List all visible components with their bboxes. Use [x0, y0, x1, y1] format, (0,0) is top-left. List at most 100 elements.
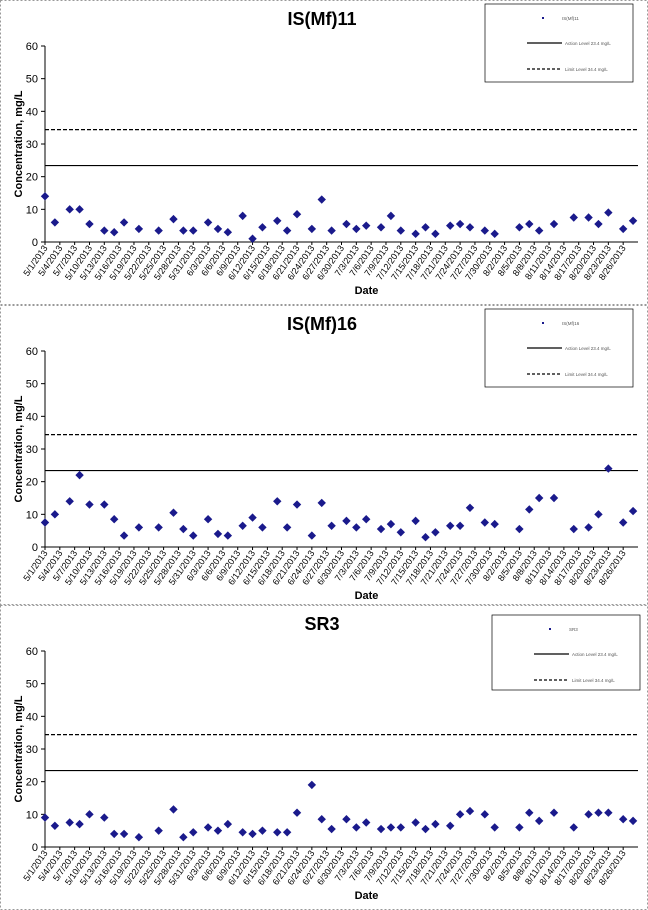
y-tick-label: 40 [26, 711, 38, 723]
data-point [282, 523, 292, 532]
data-point [549, 219, 559, 229]
data-point [549, 493, 559, 503]
legend-entry: Limit Level 34.4 mg/L [565, 372, 608, 377]
data-point [100, 226, 109, 235]
chart-title: SR3 [304, 614, 339, 634]
legend-entry: Action Level 23.4 mg/L [565, 346, 611, 351]
data-point [386, 823, 396, 832]
data-point [525, 808, 534, 817]
chart-panel: SR3 SR3 Action Level 23.4 mg/L Limit Level … [0, 605, 648, 910]
data-point [549, 808, 559, 817]
data-point [213, 529, 223, 539]
data-point [307, 224, 317, 234]
data-point [455, 521, 465, 530]
data-point [327, 226, 336, 235]
data-point [584, 213, 593, 222]
data-point [40, 518, 50, 527]
legend-entry: Limit Level 34.4 mg/L [565, 67, 608, 72]
data-point [50, 510, 60, 519]
data-point [273, 497, 282, 506]
data-point [342, 219, 351, 229]
data-point [446, 821, 455, 830]
data-point [628, 216, 638, 225]
y-axis-label: Concentration, mg/L [13, 395, 25, 502]
data-point [119, 218, 129, 227]
legend-entry: Action Level 23.4 mg/L [572, 652, 618, 657]
data-point [411, 516, 420, 526]
data-point [618, 815, 628, 824]
data-point [327, 521, 336, 530]
data-point [223, 531, 233, 540]
data-point [352, 224, 361, 234]
y-tick-label: 10 [26, 509, 38, 521]
y-tick-label: 50 [26, 74, 38, 86]
y-tick-label: 30 [26, 444, 38, 456]
data-point [238, 828, 247, 837]
data-point [154, 523, 163, 532]
data-point [248, 829, 257, 839]
data-point [352, 523, 361, 532]
data-point [189, 531, 198, 540]
data-point [189, 226, 198, 235]
data-point [490, 519, 499, 529]
data-point [273, 828, 282, 837]
data-point [362, 818, 371, 827]
data-point [134, 224, 144, 234]
x-axis-label: Date [355, 590, 379, 602]
data-point [258, 826, 267, 835]
data-point [203, 515, 213, 524]
legend-entry: IS(Mf)16 [562, 321, 580, 326]
data-point [100, 500, 109, 509]
data-point [203, 823, 213, 832]
data-point [119, 531, 129, 540]
data-point [327, 824, 336, 834]
data-point [223, 228, 233, 237]
y-axis-label: Concentration, mg/L [13, 90, 25, 197]
data-point [628, 816, 638, 826]
data-point [604, 808, 613, 817]
data-point [134, 523, 144, 532]
data-point [411, 229, 420, 239]
data-point [179, 226, 188, 235]
data-point [515, 223, 524, 232]
data-point [273, 216, 282, 225]
data-point [584, 810, 593, 819]
data-point [119, 829, 129, 839]
data-point [465, 503, 475, 512]
data-point [50, 218, 60, 227]
data-point [490, 229, 499, 239]
data-point [386, 211, 396, 221]
data-point [154, 826, 163, 835]
data-point [85, 219, 94, 229]
data-point [490, 823, 499, 832]
chart-panel: IS(Mf)11 IS(Mf)11 Action Level 23.4 mg/L Li… [0, 0, 648, 305]
data-point [362, 515, 371, 524]
data-point [65, 497, 74, 506]
data-point [618, 518, 628, 527]
data-point [386, 519, 396, 529]
data-point [85, 810, 94, 819]
data-point [515, 524, 524, 534]
y-tick-label: 0 [32, 542, 38, 554]
data-point [223, 819, 233, 829]
data-point [604, 464, 613, 473]
data-point [238, 521, 247, 530]
data-point [85, 500, 94, 509]
data-point [134, 833, 144, 842]
data-point [169, 805, 178, 814]
data-point [525, 505, 534, 514]
y-tick-label: 60 [26, 41, 38, 53]
y-tick-label: 30 [26, 139, 38, 151]
y-tick-label: 30 [26, 744, 38, 756]
data-point [431, 528, 440, 537]
data-point [248, 234, 257, 243]
data-point [618, 224, 628, 234]
legend-entry: IS(Mf)11 [562, 16, 579, 21]
data-point [282, 226, 292, 235]
data-point [109, 515, 119, 524]
data-point [50, 821, 60, 830]
data-point [317, 498, 326, 508]
data-point [480, 226, 490, 235]
data-point [213, 826, 223, 835]
